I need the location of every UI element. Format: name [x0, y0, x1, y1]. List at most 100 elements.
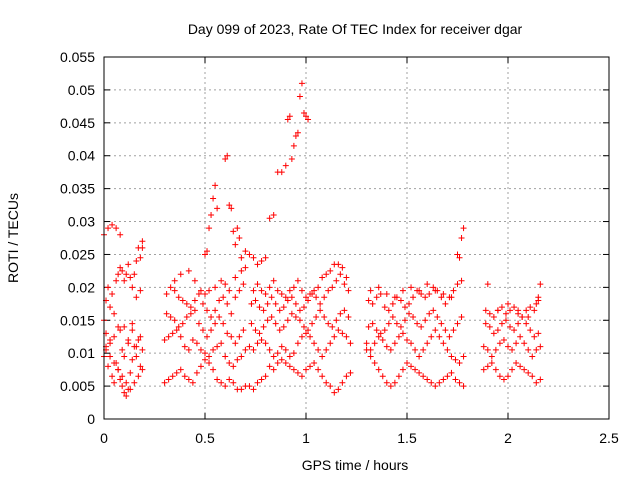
data-point [450, 327, 457, 334]
data-point [492, 366, 499, 373]
y-tick-label: 0.025 [60, 246, 95, 262]
data-point [163, 310, 170, 317]
data-point [109, 221, 116, 228]
data-point [274, 350, 281, 357]
data-point [444, 373, 451, 380]
grid-lines [104, 57, 609, 419]
x-tick-label: 0.5 [195, 430, 215, 446]
data-point [345, 313, 352, 320]
data-point [296, 307, 303, 314]
data-point [395, 333, 402, 340]
data-point [191, 277, 198, 284]
data-point [282, 294, 289, 301]
data-point [327, 267, 334, 274]
data-point [254, 379, 261, 386]
data-point [286, 353, 293, 360]
data-point [424, 376, 431, 383]
data-point [365, 297, 372, 304]
data-point [105, 363, 112, 370]
data-point [490, 313, 497, 320]
data-point [307, 290, 314, 297]
data-point [298, 80, 305, 87]
data-point [444, 346, 451, 353]
data-point [325, 287, 332, 294]
data-point [367, 346, 374, 353]
data-point [226, 287, 233, 294]
data-point [341, 307, 348, 314]
data-point [412, 366, 419, 373]
data-point [125, 261, 132, 268]
data-point [335, 327, 342, 334]
data-point [416, 369, 423, 376]
data-point [212, 307, 219, 314]
data-point [521, 340, 528, 347]
data-point [311, 340, 318, 347]
data-point [292, 132, 299, 139]
data-point [420, 346, 427, 353]
data-point [127, 386, 134, 393]
data-point [250, 287, 257, 294]
data-point [341, 281, 348, 288]
data-point [119, 373, 126, 380]
data-point [408, 363, 415, 370]
data-point [119, 383, 126, 390]
data-point [278, 169, 285, 176]
data-point [256, 330, 263, 337]
data-point [248, 320, 255, 327]
data-point [408, 340, 415, 347]
data-point [139, 346, 146, 353]
data-point [185, 376, 192, 383]
data-point [298, 373, 305, 380]
data-point [181, 343, 188, 350]
data-point [129, 320, 136, 327]
data-point [232, 294, 239, 301]
data-point [480, 366, 487, 373]
data-point [448, 369, 455, 376]
data-point [434, 313, 441, 320]
data-point [234, 225, 241, 232]
data-point [268, 313, 275, 320]
data-point [218, 379, 225, 386]
data-point [177, 271, 184, 278]
data-point [137, 333, 144, 340]
data-point [383, 379, 390, 386]
data-point [438, 320, 445, 327]
data-point [216, 313, 223, 320]
data-point [204, 248, 211, 255]
data-point [222, 156, 229, 163]
x-tick-label: 1 [302, 430, 310, 446]
data-point [436, 379, 443, 386]
data-point [482, 320, 489, 327]
data-point [422, 317, 429, 324]
data-point [161, 379, 168, 386]
data-point [410, 313, 417, 320]
data-point [313, 294, 320, 301]
data-point [509, 366, 516, 373]
data-point [258, 258, 265, 265]
data-point [212, 284, 219, 291]
y-tick-label: 0.015 [60, 312, 95, 328]
data-point [511, 327, 518, 334]
data-point [383, 343, 390, 350]
data-point [525, 313, 532, 320]
data-point [343, 333, 350, 340]
data-point [307, 333, 314, 340]
data-point [266, 363, 273, 370]
data-point [276, 327, 283, 334]
data-point [535, 294, 542, 301]
data-point [139, 238, 146, 245]
data-point [179, 297, 186, 304]
plot-frame [103, 56, 610, 420]
data-point [399, 330, 406, 337]
x-tick-label: 2 [504, 430, 512, 446]
data-point [482, 307, 489, 314]
data-point [117, 264, 124, 271]
data-point [325, 320, 332, 327]
data-point [375, 284, 382, 291]
data-point [365, 323, 372, 330]
data-point [389, 313, 396, 320]
data-point [224, 300, 231, 307]
data-point [133, 343, 140, 350]
data-point [119, 346, 126, 353]
data-point [305, 297, 312, 304]
